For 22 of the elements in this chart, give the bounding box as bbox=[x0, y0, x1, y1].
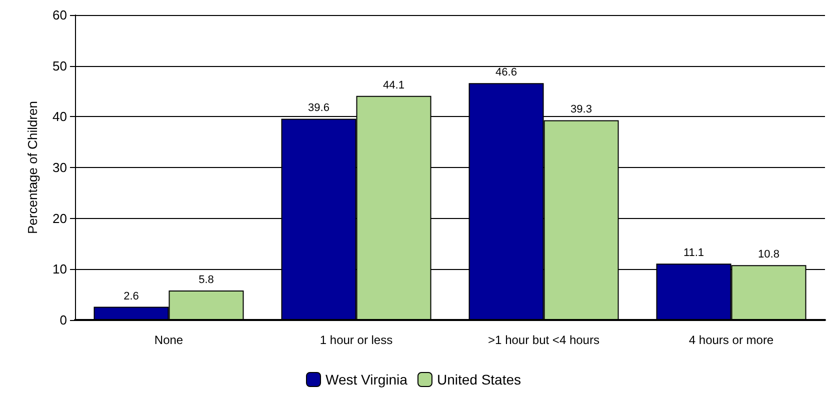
y-tick-label: 60 bbox=[52, 8, 67, 22]
data-label: 5.8 bbox=[198, 274, 214, 286]
data-label: 10.8 bbox=[758, 248, 780, 261]
y-tick-label: 10 bbox=[52, 262, 67, 277]
y-axis-title: Percentage of Children bbox=[25, 101, 40, 234]
legend-label: West Virginia bbox=[325, 372, 408, 388]
y-tick-label: 20 bbox=[52, 210, 67, 226]
x-tick-label: 4 hours or more bbox=[688, 333, 774, 347]
data-label: 39.3 bbox=[570, 104, 592, 116]
data-label: 11.1 bbox=[683, 247, 704, 260]
x-tick-label: >1 hour but <4 hours bbox=[488, 333, 600, 347]
y-tick-label: 50 bbox=[52, 58, 67, 74]
y-tick-label: 40 bbox=[52, 109, 67, 124]
x-tick-label: None bbox=[154, 333, 184, 347]
x-tick-label: 1 hour or less bbox=[320, 333, 393, 347]
y-tick-label: 0 bbox=[60, 312, 67, 328]
data-label: 2.6 bbox=[124, 290, 139, 302]
data-label: 39.6 bbox=[308, 102, 330, 114]
data-label: 44.1 bbox=[383, 79, 404, 92]
data-label: 46.6 bbox=[496, 66, 517, 79]
legend-label: United States bbox=[436, 372, 522, 388]
y-tick-label: 30 bbox=[52, 160, 67, 175]
